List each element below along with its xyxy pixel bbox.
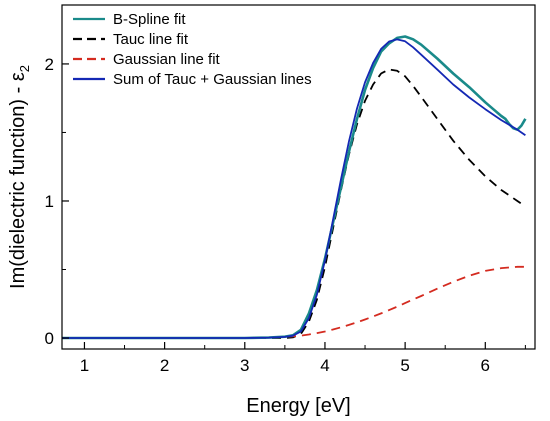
- y-axis-title: Im(dielectric function) - ε2: [7, 65, 32, 289]
- x-tick-label: 3: [240, 356, 249, 375]
- x-tick-label: 1: [80, 356, 89, 375]
- x-axis-ticks: 1 2 3 4 5 6: [80, 342, 526, 375]
- x-tick-label: 6: [481, 356, 490, 375]
- y-axis-ticks: 0 1 2: [45, 55, 69, 348]
- x-axis-title: Energy [eV]: [246, 395, 351, 417]
- y-axis-title-main: Im(dielectric function) - ε: [7, 72, 29, 289]
- y-tick-label: 1: [45, 192, 54, 211]
- series-line-sum-of-tauc-gaussian-lines: [62, 38, 526, 339]
- plot-frame: [61, 4, 536, 350]
- y-axis-title-subscript: 2: [17, 65, 32, 72]
- series-line-tauc-line-fit: [62, 68, 526, 339]
- legend: B-Spline fit Tauc line fit Gaussian line f…: [73, 11, 312, 88]
- x-tick-label: 4: [320, 356, 329, 375]
- legend-label: Tauc line fit: [113, 31, 189, 48]
- legend-label: Gaussian line fit: [113, 51, 221, 68]
- x-tick-label: 5: [400, 356, 409, 375]
- legend-label: B-Spline fit: [113, 11, 186, 28]
- y-tick-label: 0: [45, 329, 54, 348]
- x-tick-label: 2: [160, 356, 169, 375]
- legend-label: Sum of Tauc + Gaussian lines: [113, 71, 312, 88]
- plot-lines: [62, 35, 527, 340]
- y-tick-label: 2: [45, 55, 54, 74]
- series-line-gaussian-line-fit: [62, 265, 526, 339]
